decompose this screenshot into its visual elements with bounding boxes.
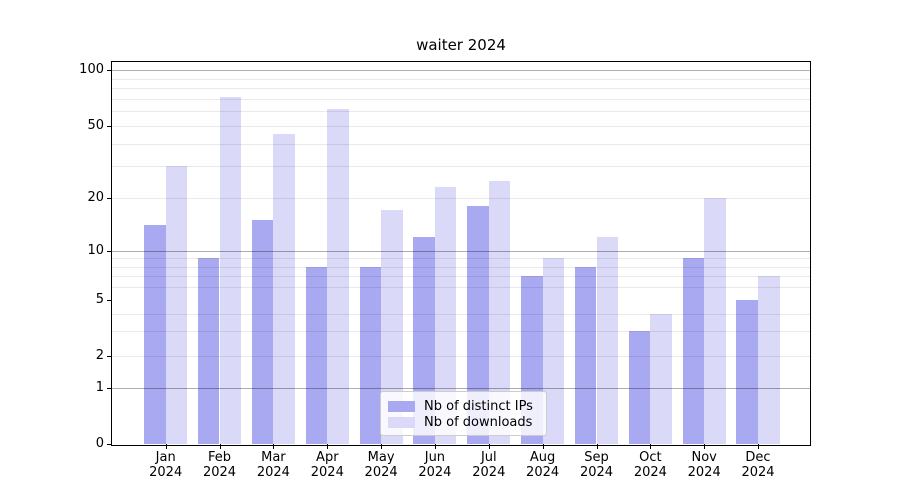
minor-gridline [112,78,810,80]
x-axis-tick [434,444,436,449]
y-axis-tick [107,70,112,71]
x-tick-label-apr: Apr 2024 [310,450,344,480]
x-axis-tick [488,444,490,449]
x-tick-label-sep: Sep 2024 [579,450,614,480]
x-axis-tick [542,444,544,449]
y-axis-tick [107,251,112,252]
chart-title: waiter 2024 [416,36,506,54]
bar-downloads-jul [488,180,511,444]
legend-swatch-downloads [388,416,415,428]
y-tick-label: 1 [95,379,104,395]
bar-distinct-ips-oct [628,331,651,444]
x-axis-tick [381,444,383,449]
y-tick-label: 5 [95,292,104,307]
minor-gridline [112,258,810,260]
x-axis-tick [704,444,706,449]
legend-item-downloads: Nb of downloads [388,414,538,430]
bar-downloads-dec [758,276,780,444]
x-tick-label-dec: Dec 2024 [741,450,775,480]
bar-distinct-ips-apr [305,266,328,444]
x-axis-tick [165,444,167,449]
legend-item-distinct-ips: Nb of distinct IPs [388,398,538,414]
bar-downloads-oct [650,313,672,444]
y-axis-tick [107,126,112,127]
legend-label-distinct-ips: Nb of distinct IPs [424,398,533,414]
bar-distinct-ips-sep [574,266,597,444]
bar-distinct-ips-nov [682,258,705,444]
y-tick-label: 20 [87,190,104,205]
legend-label-downloads: Nb of downloads [424,414,533,430]
minor-gridline [112,198,810,199]
minor-gridline [112,276,810,278]
y-tick-label: 2 [95,348,104,363]
minor-gridline [112,356,810,357]
minor-gridline [112,98,810,100]
minor-gridline [112,266,810,268]
x-axis-tick [273,444,275,449]
x-tick-label-jan: Jan 2024 [149,450,183,480]
bar-downloads-jun [434,187,457,444]
bar-downloads-feb [219,96,242,444]
x-tick-label-feb: Feb 2024 [202,450,237,480]
x-axis-tick [758,444,759,449]
x-tick-label-mar: Mar 2024 [256,450,290,480]
x-axis-tick [219,444,221,449]
major-gridline [112,251,810,252]
y-axis-tick [107,444,112,445]
bar-downloads-mar [273,134,295,444]
bar-distinct-ips-may [359,266,382,444]
x-tick-label-oct: Oct 2024 [633,450,667,480]
bar-distinct-ips-dec [736,300,758,444]
x-axis-tick [327,444,329,449]
x-axis-tick [650,444,652,449]
bar-distinct-ips-jan [144,225,166,444]
bar-distinct-ips-mar [251,220,274,444]
minor-gridline [112,126,810,127]
minor-gridline [112,313,810,315]
major-gridline [112,387,810,389]
bar-downloads-apr [327,108,349,444]
bar-downloads-aug [542,258,565,444]
y-tick-label: 10 [87,243,104,258]
x-tick-label-nov: Nov 2024 [687,450,721,480]
legend: Nb of distinct IPs Nb of downloads [380,391,547,436]
bar-distinct-ips-jul [467,206,489,444]
minor-gridline [112,331,810,333]
x-axis-tick [596,444,598,449]
y-tick-label: 100 [79,62,104,77]
x-tick-label-jun: Jun 2024 [418,450,452,480]
minor-gridline [112,111,810,113]
major-gridline [112,70,810,71]
y-axis-tick [107,198,112,199]
bar-downloads-nov [704,198,726,444]
y-tick-label: 50 [87,118,104,133]
x-tick-label-may: May 2024 [364,450,398,480]
minor-gridline [112,166,810,168]
bar-downloads-sep [596,237,619,444]
bar-downloads-may [381,210,403,444]
minor-gridline [112,88,810,89]
minor-gridline [112,287,810,289]
y-tick-label: 0 [95,436,104,451]
y-axis-tick [107,300,112,301]
x-tick-label-jul: Jul 2024 [472,450,506,480]
bar-distinct-ips-feb [197,258,220,444]
y-axis-tick [107,387,112,389]
bar-downloads-jan [165,166,188,444]
x-tick-label-aug: Aug 2024 [526,450,560,480]
minor-gridline [112,143,810,145]
legend-swatch-distinct-ips [388,400,415,412]
y-axis-tick [107,356,112,357]
